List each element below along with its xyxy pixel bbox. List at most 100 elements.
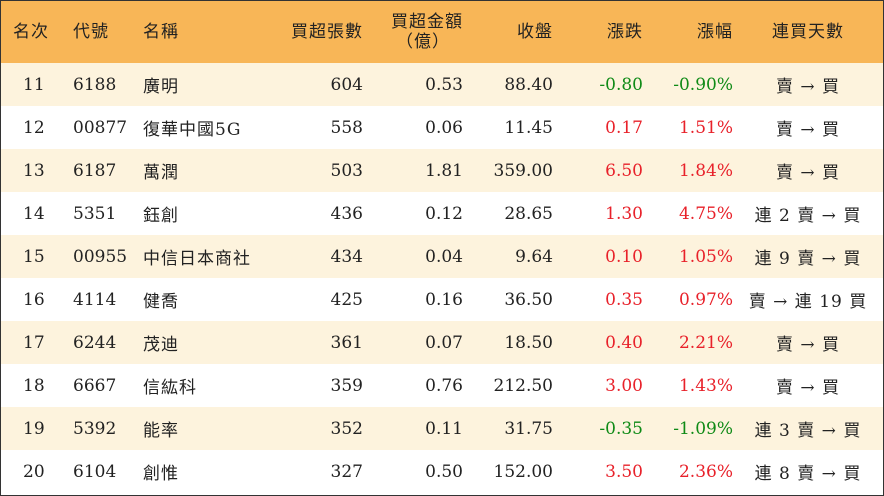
cell-streak: 賣 → 買 [775,163,841,183]
cell-change-pct: 4.75% [678,203,733,224]
cell-name: 信紘科 [143,378,197,398]
cell-change-pct: -0.90% [673,74,733,95]
cell-code: 6667 [73,375,117,396]
cell-streak: 連 8 賣 → 買 [754,464,862,484]
cell-change-pct: 2.21% [678,332,733,353]
cell-code: 6104 [73,461,117,482]
cell-change-pct: 1.84% [678,160,733,181]
cell-streak: 賣 → 買 [775,378,841,398]
cell-rank: 14 [23,203,45,224]
cell-rank: 16 [23,289,45,310]
cell-change: 0.40 [605,332,643,353]
table-row: 12 00877 復華中國5G 558 0.06 11.45 0.17 1.51… [1,106,883,149]
table-row: 11 6188 廣明 604 0.53 88.40 -0.80 -0.90% 賣… [1,63,883,106]
cell-streak: 賣 → 買 [775,120,841,140]
table-row: 18 6667 信紘科 359 0.76 212.50 3.00 1.43% 賣… [1,364,883,407]
cell-change-pct: 1.05% [678,246,733,267]
header-row: 名次 代號 名稱 買超張數 買超金額 （億） 收盤 漲跌 漲幅 連買天數 [1,1,883,63]
cell-streak: 賣 → 買 [775,335,841,355]
cell-change: -0.35 [599,418,643,439]
cell-close: 88.40 [504,74,553,95]
cell-net-buy-lots: 359 [330,375,363,396]
cell-name: 茂迪 [143,335,179,355]
cell-name: 復華中國5G [143,120,242,140]
cell-close: 36.50 [504,289,553,310]
cell-close: 18.50 [504,332,553,353]
cell-net-buy-amount: 0.50 [425,461,463,482]
cell-change: -0.80 [599,74,643,95]
cell-change: 0.10 [605,246,643,267]
cell-streak: 賣 → 買 [775,77,841,97]
header-net-buy-amount-unit: （億） [396,32,450,52]
header-net-buy-amount: 買超金額 （億） [363,1,463,63]
table-row: 17 6244 茂迪 361 0.07 18.50 0.40 2.21% 賣 →… [1,321,883,364]
header-net-buy-amount-label: 買超金額 [391,12,463,32]
cell-net-buy-lots: 558 [330,117,363,138]
cell-rank: 19 [23,418,45,439]
header-streak: 連買天數 [772,22,844,42]
header-close: 收盤 [517,22,553,42]
cell-streak: 連 9 賣 → 買 [754,249,862,269]
cell-net-buy-amount: 0.06 [425,117,463,138]
cell-code: 4114 [73,289,117,310]
cell-net-buy-amount: 0.16 [425,289,463,310]
cell-net-buy-lots: 503 [330,160,363,181]
cell-code: 5392 [73,418,117,439]
cell-rank: 12 [23,117,45,138]
header-change: 漲跌 [607,22,643,42]
cell-close: 152.00 [493,461,553,482]
cell-close: 212.50 [493,375,553,396]
cell-close: 31.75 [504,418,553,439]
header-name: 名稱 [143,22,179,42]
cell-change-pct: 0.97% [678,289,733,310]
table-header: 名次 代號 名稱 買超張數 買超金額 （億） 收盤 漲跌 漲幅 連買天數 [1,1,883,63]
table-row: 16 4114 健喬 425 0.16 36.50 0.35 0.97% 賣 →… [1,278,883,321]
cell-close: 9.64 [515,246,553,267]
cell-net-buy-lots: 361 [330,332,363,353]
cell-change-pct: 2.36% [678,461,733,482]
cell-rank: 17 [23,332,45,353]
cell-change: 3.50 [605,461,643,482]
cell-change: 3.00 [605,375,643,396]
cell-code: 00877 [73,117,128,138]
cell-close: 11.45 [504,117,553,138]
cell-net-buy-amount: 0.76 [425,375,463,396]
cell-name: 廣明 [143,77,179,97]
cell-change-pct: 1.43% [678,375,733,396]
cell-net-buy-amount: 1.81 [425,160,463,181]
cell-name: 鈺創 [143,206,179,226]
cell-net-buy-lots: 434 [330,246,363,267]
table-row: 14 5351 鈺創 436 0.12 28.65 1.30 4.75% 連 2… [1,192,883,235]
cell-rank: 15 [23,246,45,267]
cell-rank: 11 [23,74,45,95]
cell-code: 6188 [73,74,117,95]
cell-net-buy-lots: 604 [330,74,363,95]
cell-net-buy-amount: 0.07 [425,332,463,353]
cell-net-buy-lots: 425 [330,289,363,310]
cell-change: 1.30 [605,203,643,224]
cell-net-buy-amount: 0.53 [425,74,463,95]
header-net-buy-lots: 買超張數 [291,22,363,42]
cell-close: 28.65 [504,203,553,224]
table-row: 20 6104 創惟 327 0.50 152.00 3.50 2.36% 連 … [1,450,883,493]
cell-close: 359.00 [493,160,553,181]
cell-rank: 13 [23,160,45,181]
cell-rank: 20 [23,461,45,482]
cell-streak: 連 3 賣 → 買 [754,421,862,441]
cell-name: 能率 [143,421,179,441]
cell-change: 6.50 [605,160,643,181]
cell-code: 6187 [73,160,117,181]
table-body: 11 6188 廣明 604 0.53 88.40 -0.80 -0.90% 賣… [1,63,883,493]
cell-net-buy-amount: 0.04 [425,246,463,267]
cell-name: 健喬 [143,292,179,312]
header-rank: 名次 [13,22,49,42]
cell-rank: 18 [23,375,45,396]
cell-streak: 連 2 賣 → 買 [754,206,862,226]
cell-net-buy-lots: 352 [330,418,363,439]
cell-code: 00955 [73,246,128,267]
header-change-pct: 漲幅 [697,22,733,42]
table-row: 13 6187 萬潤 503 1.81 359.00 6.50 1.84% 賣 … [1,149,883,192]
cell-net-buy-amount: 0.11 [425,418,463,439]
